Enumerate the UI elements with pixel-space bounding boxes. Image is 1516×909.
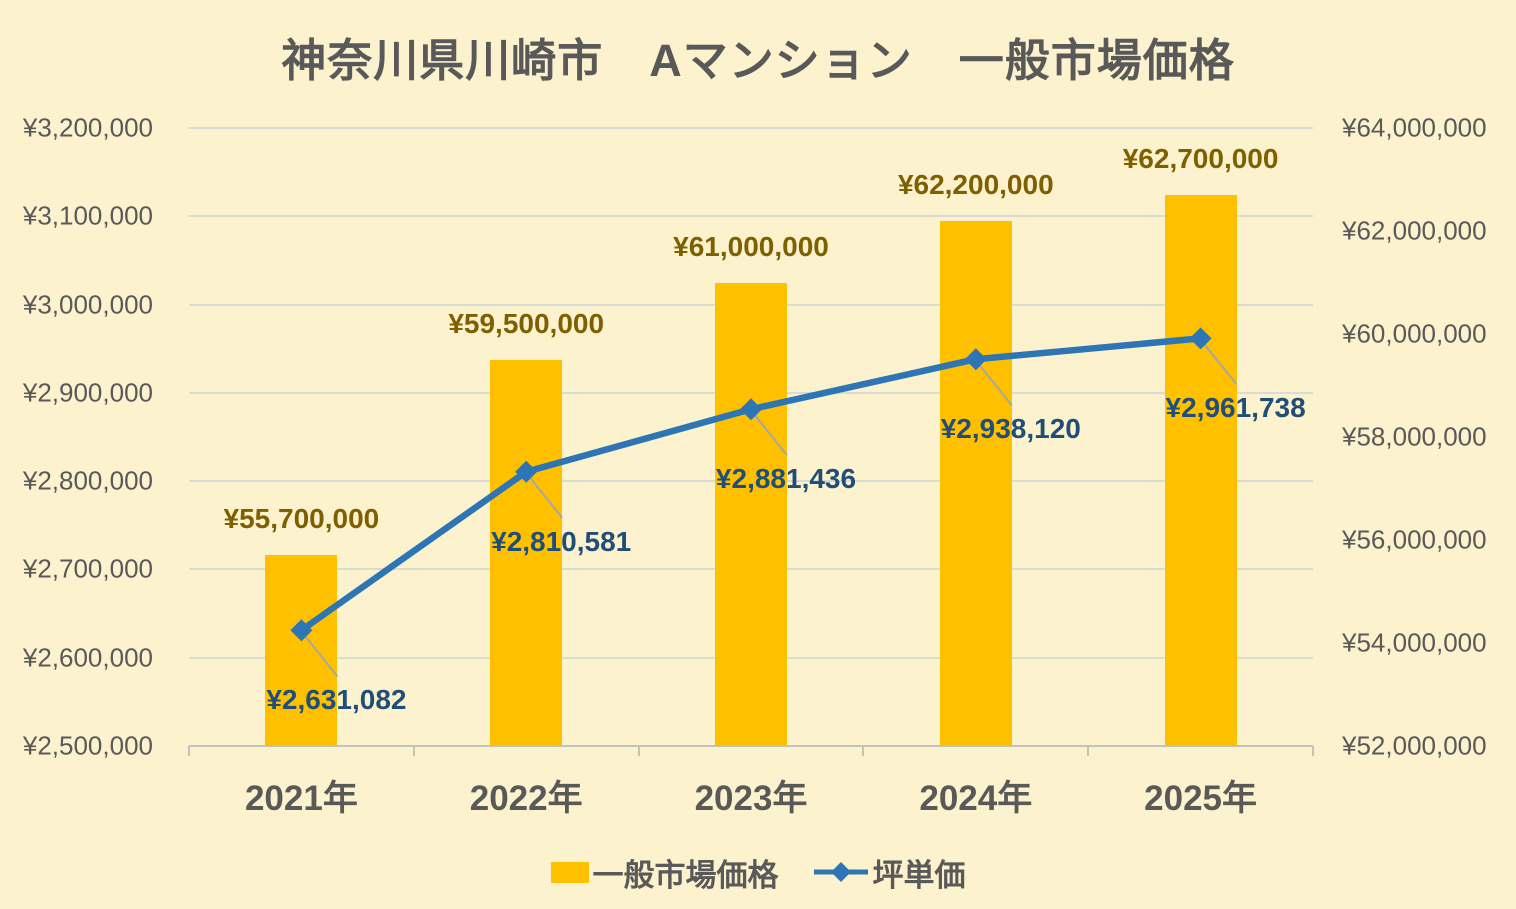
x-axis-tick (1312, 746, 1314, 756)
y-axis-left-tick-label: ¥2,600,000 (22, 642, 153, 673)
data-label-leader-line (978, 363, 1013, 406)
line-data-label: ¥2,881,436 (715, 463, 857, 495)
data-label-leader-line (1202, 342, 1238, 385)
x-axis-category-label: 2024年 (919, 779, 1033, 818)
y-axis-right-tick-label: ¥54,000,000 (1342, 627, 1487, 658)
line-point-marker-2024年 (964, 348, 987, 371)
gridline (189, 127, 1313, 129)
x-axis-tick (1087, 746, 1090, 756)
x-axis-category-label: 2025年 (1144, 779, 1258, 818)
line-point-marker-2025年 (1189, 327, 1212, 350)
legend-bar-label: 一般市場価格 (592, 857, 779, 893)
bar-2022年 (490, 359, 563, 746)
x-axis-line (189, 745, 1313, 747)
x-axis-tick (862, 746, 865, 756)
bar-data-label: ¥61,000,000 (673, 230, 829, 262)
bar-data-label: ¥55,700,000 (223, 503, 380, 535)
line-point-marker-2023年 (740, 398, 762, 421)
bar-2023年 (715, 282, 787, 746)
x-axis-category-label: 2023年 (694, 779, 808, 818)
data-label-leader-line (753, 413, 788, 456)
bar-2021年 (265, 555, 338, 746)
y-axis-left-tick-label: ¥2,800,000 (22, 465, 153, 496)
y-axis-right-tick-label: ¥58,000,000 (1342, 421, 1487, 452)
legend-item-bar-series: 一般市場価格 (550, 850, 779, 895)
bar-data-label: ¥62,200,000 (897, 168, 1054, 200)
x-axis-category-label: 2021年 (244, 779, 358, 818)
data-label-leader-line (303, 634, 339, 677)
x-axis-tick (188, 746, 190, 756)
gridline (189, 215, 1313, 218)
y-axis-left-tick-label: ¥3,000,000 (22, 289, 153, 320)
y-axis-right-tick-label: ¥64,000,000 (1342, 112, 1487, 143)
line-point-marker-2021年 (290, 619, 313, 642)
y-axis-left-tick-label: ¥2,900,000 (22, 377, 153, 408)
y-axis-left-tick-label: ¥3,100,000 (22, 200, 153, 231)
legend-line-label: 坪単価 (872, 857, 966, 893)
y-axis-right-tick-label: ¥62,000,000 (1342, 215, 1487, 246)
legend-item-line-series: 坪単価 (813, 850, 966, 895)
y-axis-right-tick-label: ¥52,000,000 (1342, 730, 1487, 761)
chart-title: 神奈川県川崎市 Aマンション 一般市場価格 (281, 35, 1235, 86)
x-axis-category-label: 2022年 (469, 779, 583, 818)
bar-data-label: ¥62,700,000 (1122, 142, 1279, 174)
y-axis-right-tick-label: ¥60,000,000 (1342, 318, 1487, 349)
line-data-label: ¥2,631,082 (266, 684, 407, 716)
bar-2025年 (1164, 194, 1237, 746)
legend: 一般市場価格 坪単価 (0, 850, 1516, 894)
line-data-label: ¥2,961,738 (1165, 392, 1306, 424)
data-label-leader-line (528, 476, 563, 519)
y-axis-left-tick-label: ¥3,200,000 (22, 112, 153, 143)
legend-bar-swatch-icon (550, 861, 589, 883)
line-point-marker-2022年 (515, 460, 538, 483)
bar-2024年 (939, 220, 1012, 746)
y-axis-left-tick-label: ¥2,700,000 (22, 553, 153, 584)
y-axis-left-tick-label: ¥2,500,000 (22, 730, 153, 761)
line-data-label: ¥2,938,120 (940, 413, 1081, 445)
x-axis-tick (637, 746, 640, 756)
bar-data-label: ¥59,500,000 (448, 307, 605, 339)
x-axis-tick (412, 746, 415, 756)
line-data-label: ¥2,810,581 (491, 525, 632, 557)
y-axis-right-tick-label: ¥56,000,000 (1342, 524, 1487, 555)
legend-line-marker-icon (813, 862, 868, 882)
